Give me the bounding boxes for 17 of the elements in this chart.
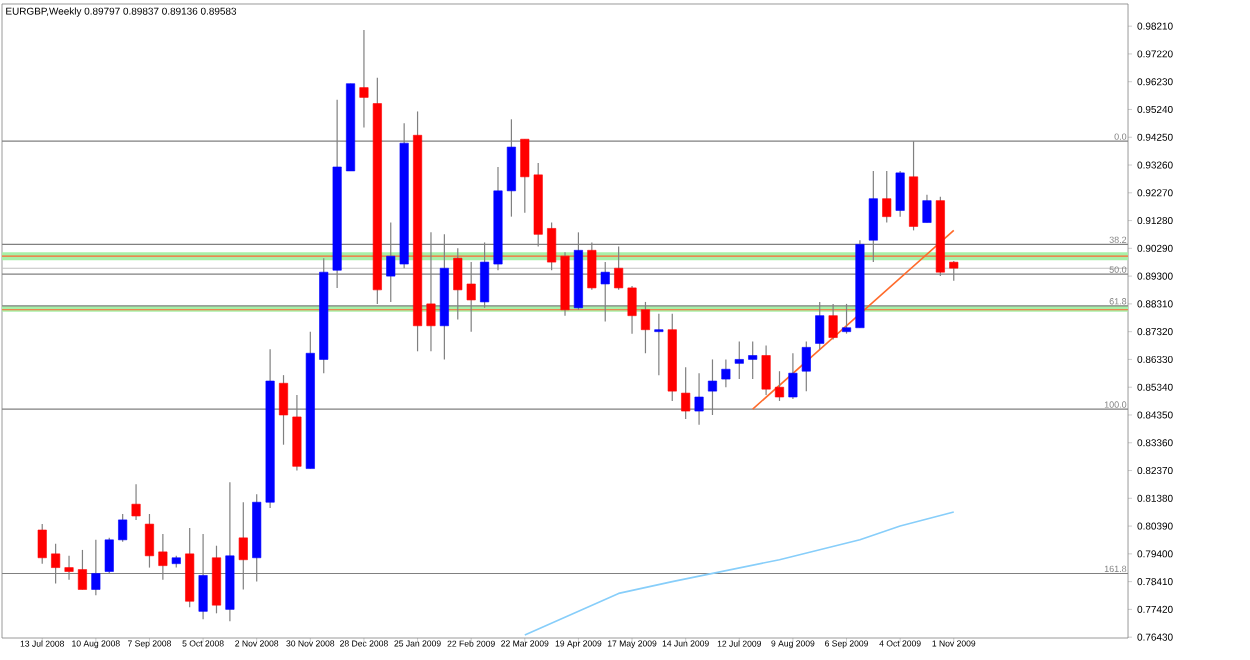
candlestick bbox=[118, 513, 128, 543]
candlestick bbox=[144, 513, 154, 569]
candlestick bbox=[359, 29, 369, 129]
candlestick bbox=[922, 194, 932, 224]
candlestick bbox=[788, 352, 798, 400]
candlestick bbox=[734, 340, 744, 380]
candlestick bbox=[761, 344, 771, 396]
line-series bbox=[524, 511, 955, 636]
candlestick bbox=[882, 170, 892, 224]
candlestick bbox=[774, 370, 785, 402]
candlestick bbox=[721, 358, 731, 388]
candlestick bbox=[895, 170, 905, 218]
candlestick bbox=[37, 523, 47, 565]
candlestick bbox=[654, 313, 664, 376]
candlestick bbox=[801, 340, 811, 392]
candlestick bbox=[748, 340, 758, 380]
candlestick bbox=[131, 483, 141, 521]
